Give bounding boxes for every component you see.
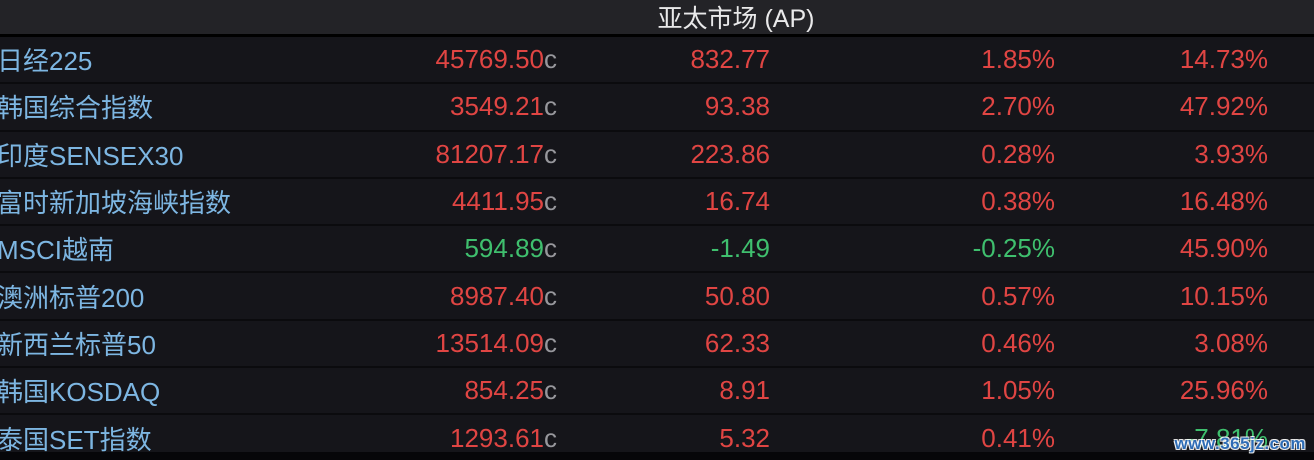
last-price: 8987.40 (450, 280, 544, 311)
market-row[interactable]: 富时新加坡海峡指数 4411.95c 16.74 0.38% 16.48% (0, 179, 1314, 227)
market-row[interactable]: 新西兰标普50 13514.09c 62.33 0.46% 3.08% (0, 321, 1314, 369)
market-name: 印度SENSEX30 (0, 140, 184, 171)
change-percent: -0.25% (972, 233, 1055, 264)
close-suffix: c (544, 44, 557, 75)
market-row[interactable]: 韩国综合指数 3549.21c 93.38 2.70% 47.92% (0, 84, 1314, 132)
market-row[interactable]: 日经225 45769.50c 832.77 1.85% 14.73% (0, 37, 1314, 85)
last-price-cell: 1293.61c (247, 423, 557, 454)
last-price: 13514.09 (435, 327, 544, 358)
change-value: -1.49 (710, 233, 770, 264)
market-name: MSCI越南 (0, 235, 115, 266)
last-price: 45769.50 (435, 44, 544, 75)
period-percent: 3.93% (1194, 138, 1268, 169)
last-price-cell: 8987.40c (247, 281, 557, 312)
header-divider (0, 34, 1314, 37)
period-percent: 25.96% (1179, 375, 1268, 406)
last-price-cell: 81207.17c (247, 139, 557, 170)
close-suffix: c (544, 327, 557, 358)
close-suffix: c (544, 375, 557, 406)
market-name: 新西兰标普50 (0, 329, 156, 360)
market-name: 韩国KOSDAQ (0, 377, 161, 408)
change-value: 5.32 (719, 422, 770, 453)
period-percent: 47.92% (1179, 91, 1268, 122)
last-price: 594.89 (464, 233, 544, 264)
change-value: 50.80 (704, 280, 770, 311)
market-name: 富时新加坡海峡指数 (0, 188, 232, 219)
last-price-cell: 13514.09c (247, 328, 557, 359)
section-title: 亚太市场 (AP) (657, 5, 815, 33)
close-suffix: c (544, 280, 557, 311)
change-percent: 0.28% (981, 138, 1055, 169)
market-row[interactable]: 澳洲标普200 8987.40c 50.80 0.57% 10.15% (0, 273, 1314, 321)
change-value: 223.86 (690, 138, 770, 169)
market-row[interactable]: MSCI越南 594.89c -1.49 -0.25% 45.90% (0, 226, 1314, 274)
change-value: 8.91 (719, 375, 770, 406)
change-value: 832.77 (690, 44, 770, 75)
last-price-cell: 3549.21c (247, 91, 557, 122)
watermark: www.365jz.com (1174, 434, 1306, 453)
period-percent: 10.15% (1179, 280, 1268, 311)
change-percent: 0.38% (981, 186, 1055, 217)
change-percent: 0.46% (981, 327, 1055, 358)
market-row[interactable]: 印度SENSEX30 81207.17c 223.86 0.28% 3.93% (0, 132, 1314, 179)
change-percent: 0.41% (981, 422, 1055, 453)
period-percent: 14.73% (1179, 44, 1268, 75)
last-price-cell: 594.89c (247, 233, 557, 264)
last-price: 854.25 (464, 375, 544, 406)
market-name: 日经225 (0, 46, 93, 77)
last-price: 81207.17 (435, 138, 544, 169)
close-suffix: c (544, 233, 557, 264)
last-price-cell: 854.25c (247, 375, 557, 406)
last-price: 4411.95 (451, 186, 544, 217)
last-price-cell: 45769.50c (247, 44, 557, 75)
change-value: 16.74 (704, 186, 770, 217)
period-percent: 3.08% (1194, 327, 1268, 358)
period-percent: 45.90% (1179, 233, 1268, 264)
section-header: 亚太市场 (AP) (0, 0, 1314, 34)
change-value: 62.33 (704, 327, 770, 358)
change-value: 93.38 (704, 91, 770, 122)
bottom-divider (0, 452, 1314, 460)
close-suffix: c (544, 422, 557, 453)
change-percent: 1.05% (981, 375, 1055, 406)
change-percent: 2.70% (981, 91, 1055, 122)
last-price-cell: 4411.95c (247, 186, 557, 217)
last-price: 1293.61 (450, 422, 544, 453)
market-name: 泰国SET指数 (0, 424, 152, 455)
market-name: 韩国综合指数 (0, 93, 154, 124)
market-row[interactable]: 韩国KOSDAQ 854.25c 8.91 1.05% 25.96% (0, 368, 1314, 416)
period-percent: -7.81% (1185, 422, 1268, 453)
close-suffix: c (544, 91, 557, 122)
market-name: 澳洲标普200 (0, 282, 145, 313)
change-percent: 0.57% (981, 280, 1055, 311)
close-suffix: c (544, 138, 557, 169)
market-table-body: 日经225 45769.50c 832.77 1.85% 14.73% 韩国综合… (0, 37, 1314, 460)
last-price: 3549.21 (450, 91, 544, 122)
market-row[interactable]: 泰国SET指数 1293.61c 5.32 0.41% -7.81% (0, 415, 1314, 460)
period-percent: 16.48% (1179, 186, 1268, 217)
change-percent: 1.85% (981, 44, 1055, 75)
close-suffix: c (544, 186, 557, 217)
